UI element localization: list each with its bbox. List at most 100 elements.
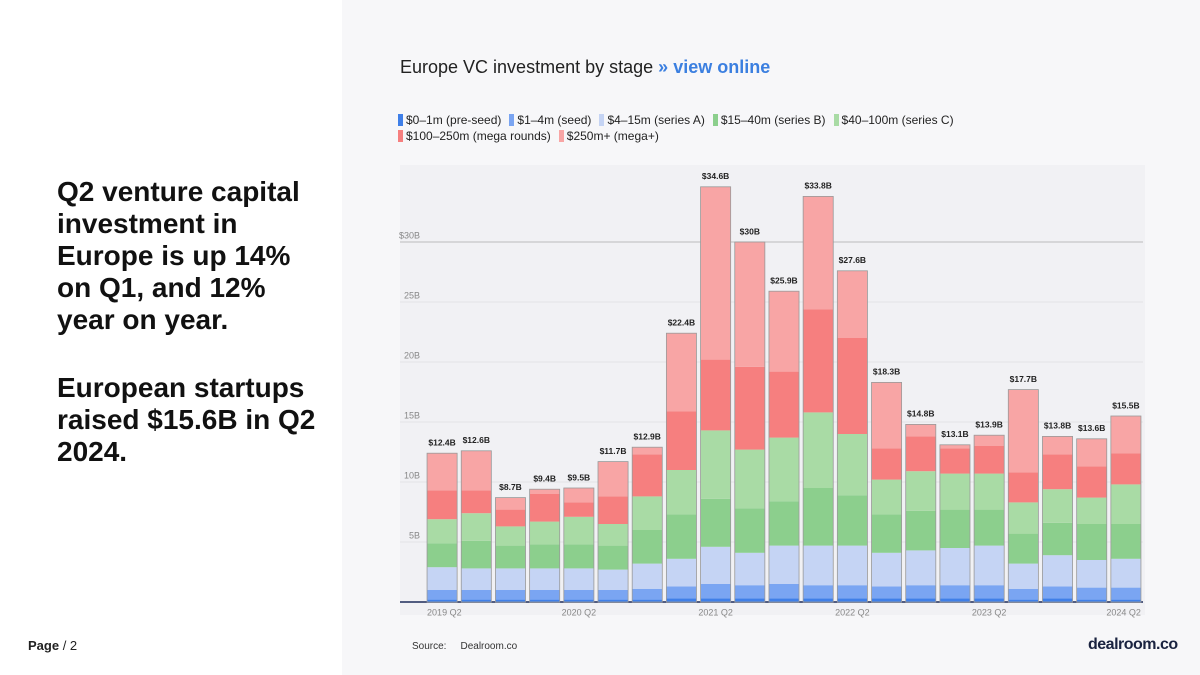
bar-segment (427, 590, 458, 600)
bar-segment (632, 454, 663, 497)
bar-segment (563, 590, 594, 600)
legend-label: $100–250m (mega rounds) (406, 129, 551, 143)
bar-segment (1008, 502, 1039, 534)
bar-outline (1042, 435, 1073, 603)
bar-segment (1076, 587, 1107, 600)
bar-segment (1008, 588, 1039, 600)
bar-segment (632, 530, 663, 564)
source-name: Dealroom.co (460, 641, 518, 652)
page-number: Page / 2 (28, 638, 77, 653)
total-label: $18.3B (873, 367, 900, 377)
bar-segment (495, 590, 526, 600)
bar-segment (871, 552, 902, 587)
total-label: $13.1B (941, 429, 968, 439)
x-tick-label: 2019 Q2 (427, 607, 462, 617)
legend-label: $1–4m (seed) (517, 113, 592, 127)
bar-segment (461, 540, 492, 569)
bar-segment (461, 513, 492, 541)
bar-outline (905, 423, 937, 603)
bar-segment (598, 496, 629, 524)
bar-outline (563, 487, 595, 603)
bar-outline (597, 461, 629, 603)
bar-segment (871, 586, 902, 599)
bar-segment (598, 461, 629, 497)
bar-segment (803, 196, 834, 310)
bar-segment (1042, 489, 1073, 523)
bar-segment (974, 435, 1005, 446)
chart-title: Europe VC investment by stage » view onl… (400, 57, 770, 78)
bar-segment (905, 585, 936, 599)
total-label: $25.9B (770, 275, 797, 285)
legend-item: $15–40m (series B) (712, 113, 826, 127)
bar-outline (495, 497, 526, 603)
bar-segment (1008, 533, 1039, 564)
bar-outline (631, 446, 663, 603)
bar-segment (529, 599, 560, 602)
legend-item: $250m+ (mega+) (558, 129, 659, 143)
bar-outline (1076, 438, 1108, 603)
bar-segment (632, 563, 663, 589)
x-tick-label: 2022 Q2 (835, 607, 870, 617)
bar-outline (426, 452, 458, 603)
bar-segment (700, 359, 731, 431)
source: Source: Dealroom.co (412, 641, 517, 652)
bar-segment (871, 479, 902, 515)
bar-segment (768, 371, 800, 438)
total-label: $22.4B (668, 317, 695, 327)
bar-segment (529, 544, 560, 569)
bar-segment (461, 590, 492, 600)
bar-segment (427, 453, 458, 491)
bar-segment (700, 546, 731, 584)
bar-segment (734, 242, 765, 367)
bar-segment (666, 598, 697, 602)
bar-segment (803, 488, 834, 546)
bar-segment (871, 448, 902, 480)
bar-segment (495, 545, 526, 569)
bar-segment (837, 598, 868, 602)
bar-segment (632, 588, 663, 600)
bar-segment (700, 186, 731, 360)
legend-swatch (833, 114, 839, 126)
bar-segment (1110, 416, 1141, 454)
y-tick-label: 5B (409, 530, 420, 540)
bar-outline (460, 450, 492, 603)
bar-segment (905, 436, 936, 472)
bar-segment (871, 514, 902, 553)
bar-segment (1110, 484, 1141, 524)
source-label: Source: (412, 641, 447, 652)
bar-segment (1008, 599, 1039, 602)
total-label: $13.6B (1078, 423, 1105, 433)
bar-segment (461, 599, 492, 602)
bar-segment (666, 514, 697, 559)
y-tick-label: $30B (399, 230, 420, 240)
bar-segment (803, 412, 834, 488)
bar-segment (1076, 560, 1107, 588)
bar-segment (734, 585, 765, 599)
total-label: $9.4B (533, 473, 556, 483)
bar-segment (529, 521, 560, 545)
bar-segment (768, 501, 800, 546)
page-label: Page (28, 638, 60, 653)
bar-segment (905, 510, 936, 551)
bar-segment (837, 545, 868, 586)
total-label: $8.7B (499, 482, 522, 492)
bar-segment (461, 490, 492, 514)
bar-outline (871, 381, 903, 603)
bar-segment (1110, 599, 1141, 602)
bar-segment (632, 496, 663, 530)
bar-segment (495, 509, 526, 527)
bar-segment (666, 586, 697, 599)
bar-segment (1076, 438, 1107, 467)
legend-label: $0–1m (pre-seed) (406, 113, 502, 127)
total-label: $33.8B (804, 181, 831, 191)
view-online-link[interactable]: view online (673, 57, 771, 77)
bar-segment (666, 558, 697, 587)
bar-segment (1076, 466, 1107, 498)
bar-segment (1042, 522, 1073, 556)
y-tick-label: 15B (404, 410, 420, 420)
bar-segment (905, 424, 936, 437)
bar-segment (837, 434, 868, 496)
x-tick-label: 2023 Q2 (972, 607, 1007, 617)
bar-segment (1042, 436, 1073, 455)
total-label: $11.7B (600, 446, 627, 456)
